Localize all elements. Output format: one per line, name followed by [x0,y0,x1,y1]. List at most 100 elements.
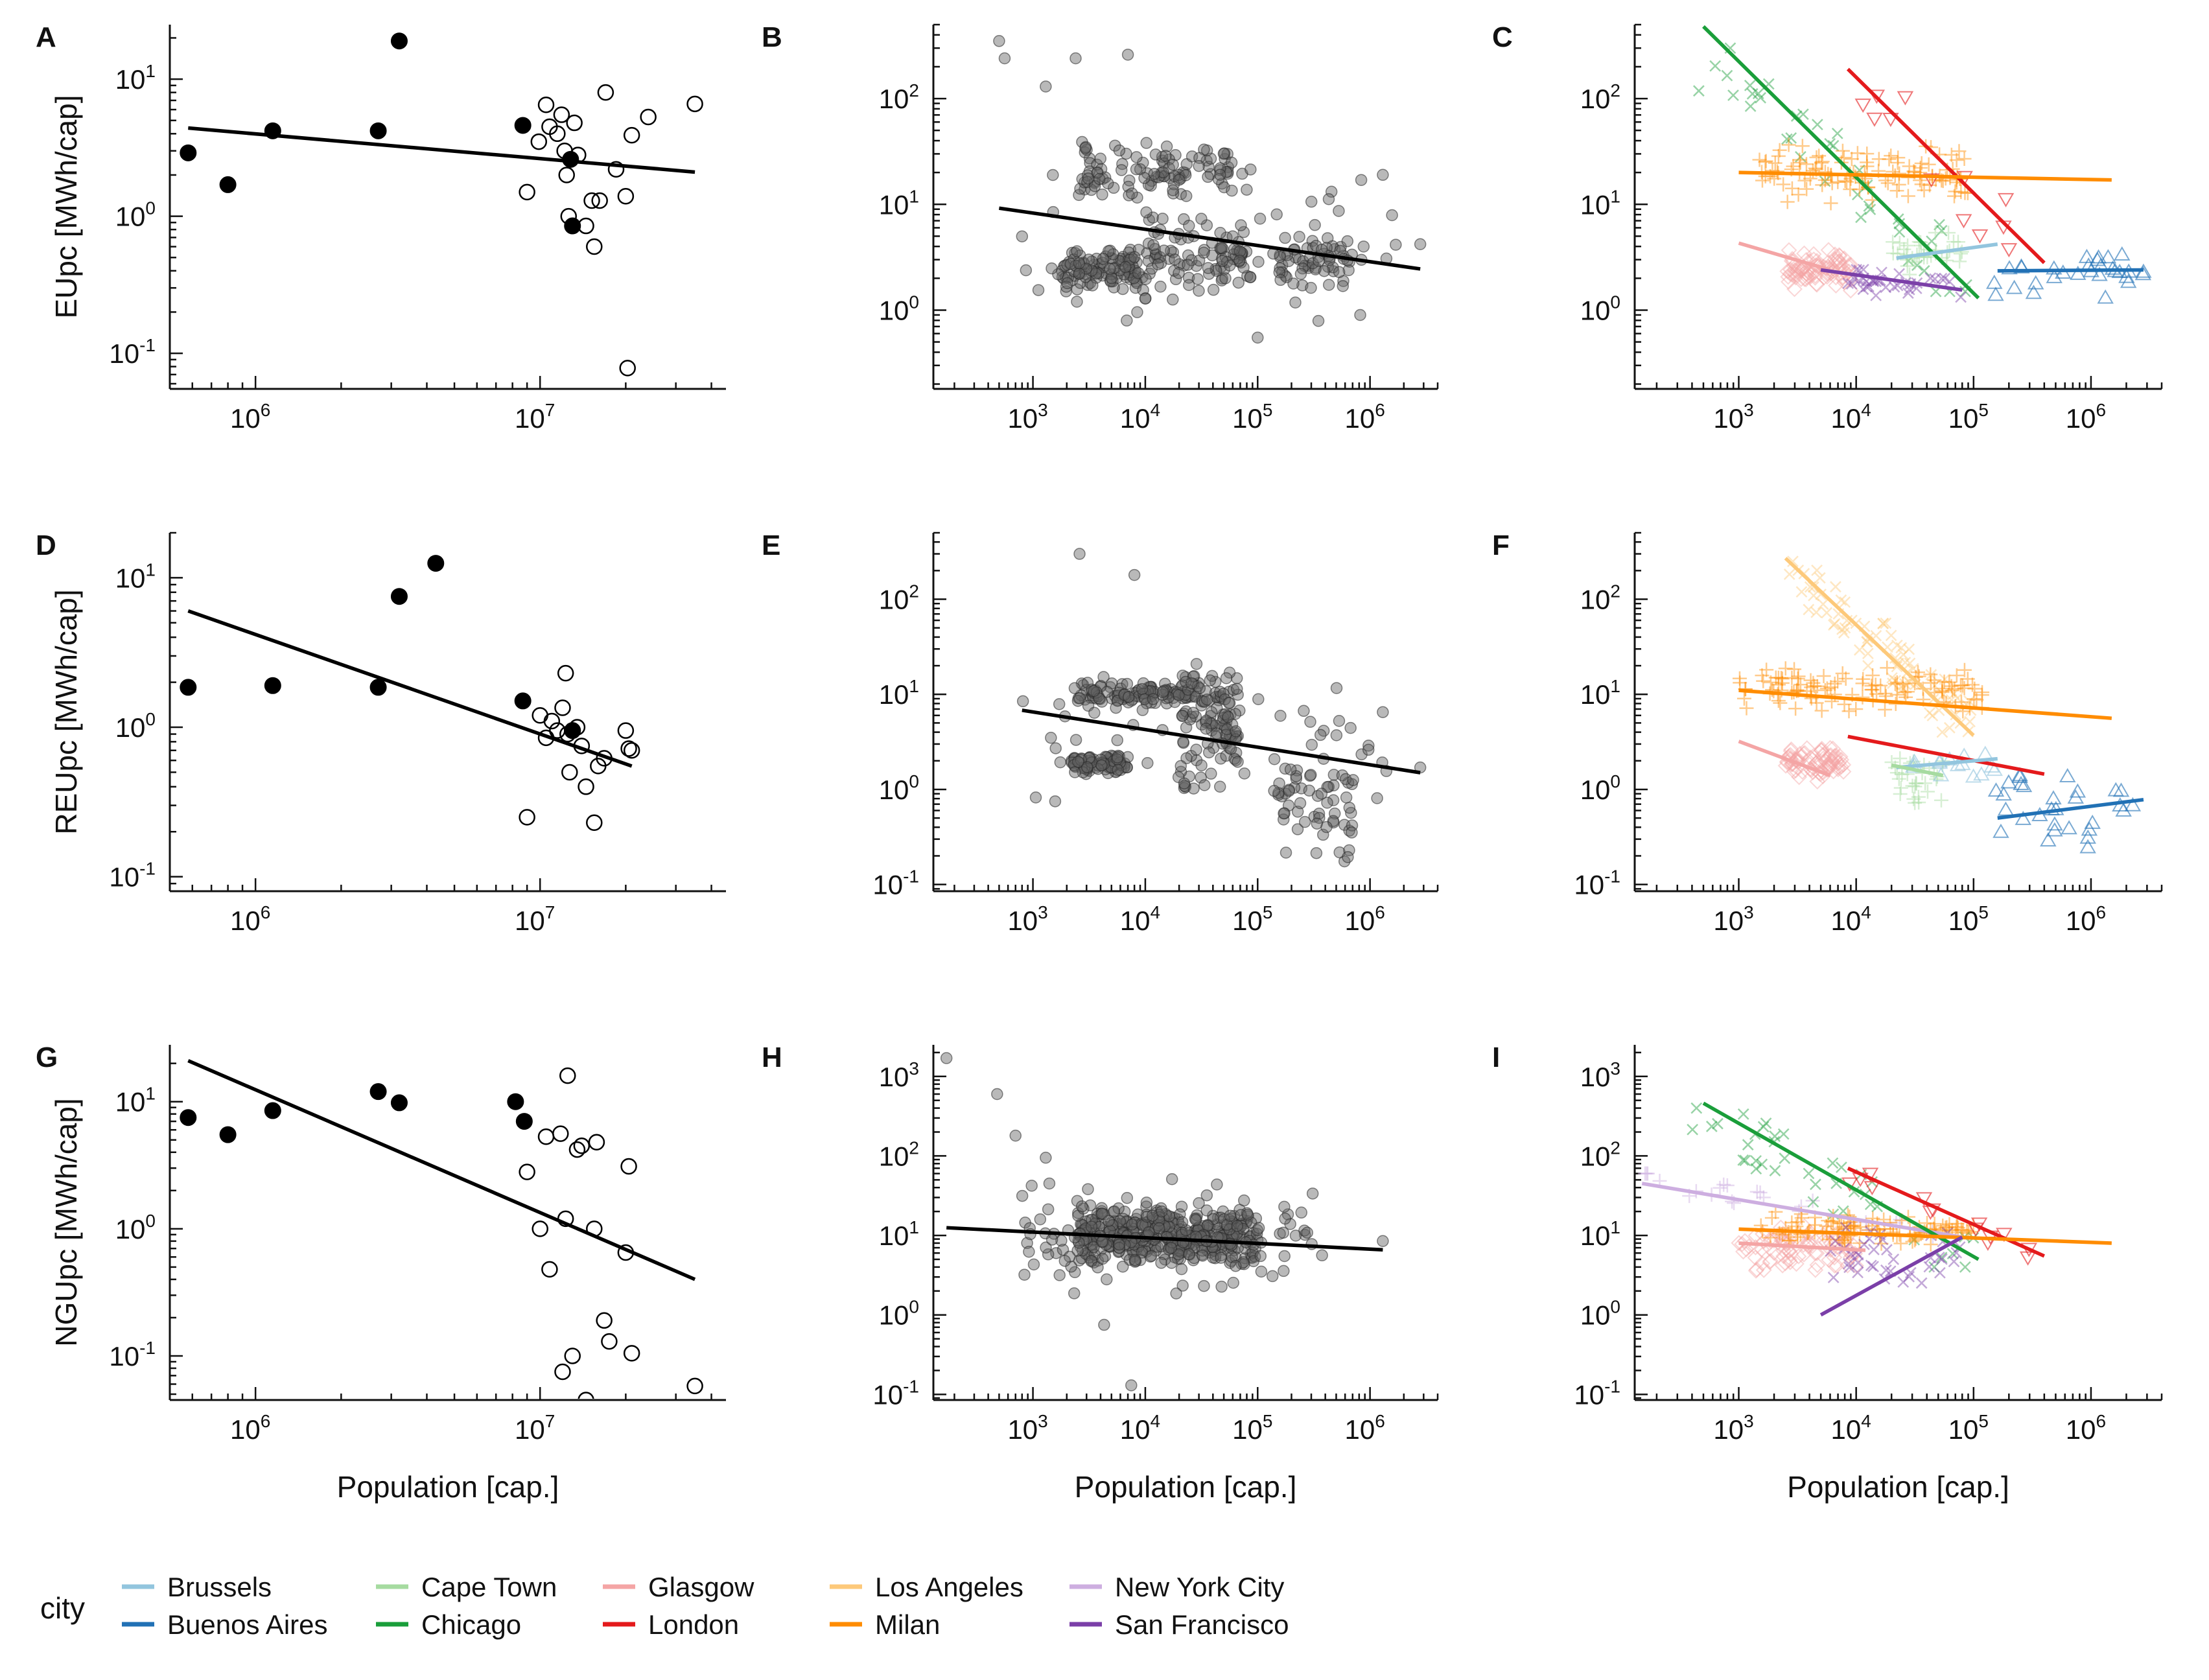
data-point [1214,162,1226,174]
data-point [1309,218,1321,231]
data-point [1909,776,1924,791]
data-point [1836,262,1853,279]
data-point [1053,698,1066,710]
data-point [1252,255,1265,268]
x-tick-label-base: 10 [230,905,261,936]
data-point [1808,275,1825,292]
data-point [1110,701,1122,714]
data-point [2011,767,2028,782]
data-point [1952,254,1967,269]
data-point [1126,1219,1138,1231]
y-tick-label-base: 10 [109,338,139,369]
data-point [1953,678,1968,693]
data-point [1977,745,1994,760]
data-point [390,32,408,50]
data-point [1799,269,1816,286]
y-tick-label-exp: 1 [1610,186,1620,206]
data-point [568,719,586,736]
data-point [1870,289,1882,301]
data-point [1198,246,1210,259]
data-point [1333,715,1346,727]
data-point [1081,761,1093,773]
data-point [586,814,603,831]
y-tick-label-exp: 1 [909,186,919,206]
data-point [1842,257,1859,273]
legend-label: New York City [1115,1572,1284,1602]
data-point [1215,242,1228,254]
data-point [1357,240,1370,253]
data-point [2114,246,2131,261]
data-point [1117,1260,1129,1273]
y-tick-label: 101 [115,1084,156,1117]
data-point [1924,1203,1941,1218]
x-tick-label-base: 10 [230,1414,261,1445]
data-point [1182,279,1195,291]
data-point [1075,1200,1088,1213]
data-point [1997,801,2015,816]
data-point [1310,846,1323,859]
data-point [1787,269,1804,286]
data-point [2015,778,2033,793]
data-point [1862,660,1874,672]
data-point [1853,1220,1868,1235]
x-tick-label-base: 10 [1713,1414,1744,1445]
data-point [541,1261,558,1278]
data-point [1856,671,1871,686]
data-point [1848,1257,1864,1274]
data-point [1779,1234,1796,1251]
data-point [1782,743,1799,760]
data-point [1795,586,1808,598]
data-point [1775,675,1790,690]
data-point [1210,727,1223,740]
data-point [1880,1244,1893,1256]
x-tick-label: 104 [1120,1411,1160,1445]
data-point [1801,268,1817,285]
data-point [1820,242,1837,259]
data-point [1190,743,1202,756]
data-point [1113,1238,1125,1251]
data-point [1823,747,1839,764]
y-tick-label-exp: 2 [909,1138,919,1158]
data-point [1771,677,1786,692]
data-point [1840,263,1857,280]
data-point [1935,1252,1948,1264]
data-point [1893,226,1906,238]
y-tick-label: 100 [115,709,156,743]
x-tick-label-exp: 3 [1038,1411,1048,1431]
data-point [1790,671,1805,686]
data-point [1771,694,1786,708]
data-point [264,1102,281,1119]
data-point [1775,1248,1792,1265]
data-point [1830,754,1847,771]
data-point [1829,618,1841,630]
data-point [1278,807,1290,820]
data-point [1900,238,1915,253]
data-point [1721,69,1733,82]
fit-line [1847,1166,2045,1258]
data-point [1215,274,1228,286]
data-point [2045,790,2062,805]
data-point [2013,776,2029,791]
data-point [1128,251,1141,263]
data-point [1974,688,1989,703]
x-tick-label-exp: 3 [1038,400,1048,420]
data-point [1780,750,1797,767]
data-point [1893,780,1908,795]
data-point [1734,1236,1751,1252]
data-point [532,707,548,724]
data-point [1274,274,1287,286]
x-tick-label: 107 [515,400,555,434]
data-point [1794,260,1811,277]
y-tick-label-exp: 2 [909,80,919,100]
data-point [1935,224,1948,237]
x-tick-label-exp: 6 [2096,902,2107,922]
data-point [1278,1250,1291,1263]
x-tick-label-exp: 5 [1978,1411,1989,1431]
data-point [1964,716,1976,728]
data-point [1231,682,1243,695]
data-point [1923,1261,1935,1273]
data-point [1849,702,1864,717]
data-point [1138,172,1151,184]
data-point [532,1220,548,1237]
data-point [1195,759,1208,772]
